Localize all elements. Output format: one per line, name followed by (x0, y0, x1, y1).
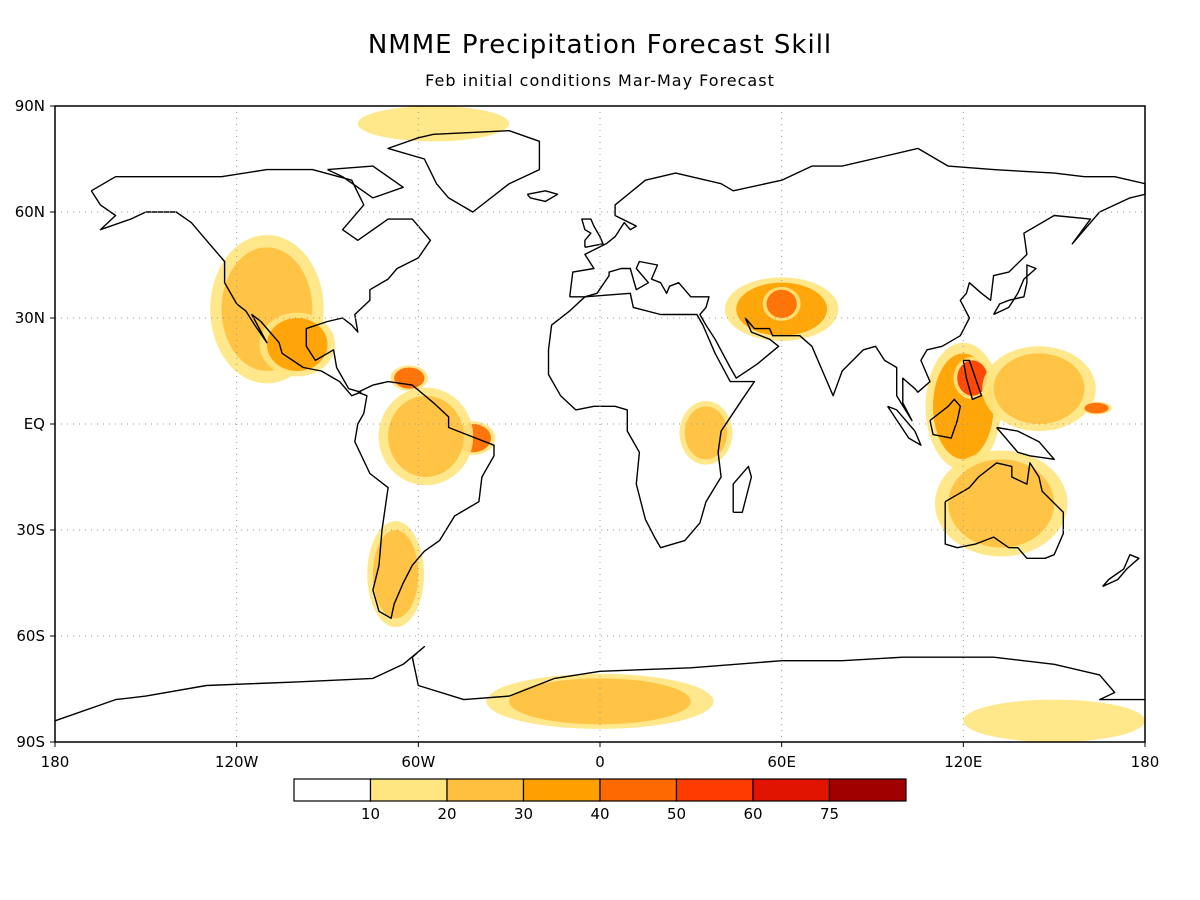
colorbar-swatch (369, 778, 448, 802)
y-tick-label: 60S (16, 627, 45, 645)
colorbar-swatch (446, 778, 525, 802)
coastline-eurasia (569, 147, 1146, 422)
y-tick-labels: 90N 60N 30N EQ 30S 60S 90S (15, 97, 55, 751)
x-tick-label: 180 (41, 753, 70, 771)
skill-region-gulf-mexico (266, 318, 328, 371)
coastline-madagascar (732, 465, 753, 513)
colorbar-swatch (522, 778, 601, 802)
x-tick-labels: 180 120W 60W 0 60E 120E 180 (41, 742, 1160, 771)
coastline-layer (54, 129, 1146, 722)
coastline-africa (547, 292, 756, 549)
coastline-new-guinea (996, 426, 1055, 460)
coastline-australia (944, 462, 1065, 559)
coastline-british-isles (581, 218, 604, 248)
colorbar-swatch (752, 778, 831, 802)
coastline-iceland (526, 190, 559, 203)
y-tick-label: 30N (15, 309, 45, 327)
chart-title: NMME Precipitation Forecast Skill (368, 30, 832, 60)
skill-region-east-africa (684, 406, 728, 460)
colorbar-label: 50 (667, 805, 686, 823)
coastline-sumatra (887, 405, 922, 446)
skill-region-antarctic-atlantic (509, 678, 691, 725)
colorbar-label: 60 (743, 805, 762, 823)
skill-region-central-pacific (1084, 402, 1109, 414)
skill-shading-layer (210, 106, 1145, 742)
y-tick-label: 60N (15, 203, 45, 221)
coastline-new-zealand (1102, 554, 1140, 588)
x-tick-label: 60W (401, 753, 435, 771)
colorbar-label: 40 (590, 805, 609, 823)
skill-region-southern-south-america (372, 530, 419, 619)
skill-region-west-pacific (993, 353, 1085, 424)
x-tick-label: 60E (767, 753, 796, 771)
coastline-greenland (387, 129, 541, 213)
chart-subtitle: Feb initial conditions Mar-May Forecast (425, 71, 775, 90)
coastline-philippines (962, 359, 983, 400)
y-tick-label: 90N (15, 97, 45, 115)
coastline-borneo (929, 398, 961, 439)
skill-region-arctic (357, 106, 510, 142)
skill-region-caribbean (394, 367, 425, 389)
y-tick-label: 30S (16, 521, 45, 539)
colorbar-label: 30 (514, 805, 533, 823)
coastline-antarctica (54, 645, 1145, 722)
colorbar-label: 75 (820, 805, 839, 823)
coastline-south-america (354, 380, 495, 619)
skill-region-amazon (388, 395, 464, 477)
skill-region-australia (948, 459, 1055, 548)
colorbar-swatch (828, 778, 907, 802)
colorbar-label: 10 (361, 805, 380, 823)
colorbar-swatch (293, 778, 372, 802)
colorbar-swatch (675, 778, 754, 802)
x-tick-label: 120E (944, 753, 982, 771)
y-tick-label: 90S (16, 733, 45, 751)
x-tick-label: 0 (595, 753, 605, 771)
gridlines (55, 106, 1145, 742)
skill-region-antarctic-pacific (963, 699, 1145, 742)
colorbar-swatch (599, 778, 678, 802)
coastline-baffin (327, 165, 404, 199)
colorbar-label: 20 (437, 805, 456, 823)
coastline-japan (992, 264, 1037, 316)
x-tick-label: 180 (1131, 753, 1160, 771)
x-tick-label: 120W (215, 753, 259, 771)
coastline-north-america (90, 168, 432, 397)
y-tick-label: EQ (24, 415, 45, 433)
skill-region-iran (766, 289, 797, 318)
colorbar: 10 20 30 40 50 60 75 (293, 778, 907, 823)
